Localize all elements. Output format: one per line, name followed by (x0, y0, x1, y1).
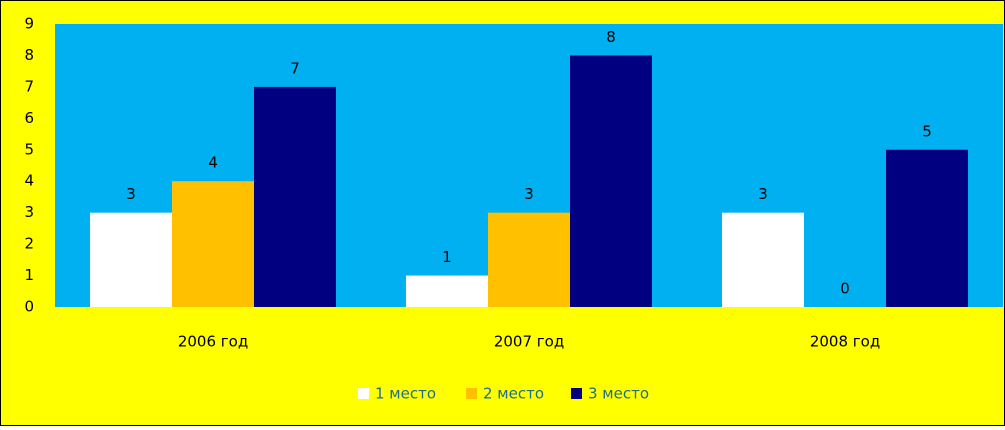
bar (886, 149, 968, 307)
x-tick-label: 2006 год (178, 333, 248, 351)
x-tick-label: 2008 год (810, 333, 880, 351)
data-label: 1 (442, 248, 452, 266)
bar (488, 212, 570, 307)
y-tick-label: 4 (24, 172, 34, 190)
y-tick-label: 2 (24, 235, 34, 253)
data-label: 3 (524, 185, 534, 203)
bar (172, 181, 254, 307)
y-tick-label: 0 (24, 298, 34, 316)
bar (90, 212, 172, 307)
legend-label: 3 место (588, 385, 649, 403)
data-label: 7 (290, 59, 300, 77)
y-tick-label: 1 (24, 266, 34, 284)
bar (722, 212, 804, 307)
legend-label: 1 место (375, 385, 436, 403)
legend-swatch (466, 388, 477, 399)
legend-swatch (571, 388, 582, 399)
y-tick-label: 7 (24, 77, 34, 95)
bar (570, 55, 652, 307)
bar (406, 275, 488, 307)
legend-label: 2 место (483, 385, 544, 403)
y-tick-label: 3 (24, 203, 34, 221)
data-label: 0 (840, 280, 850, 298)
data-label: 5 (922, 122, 932, 140)
data-label: 3 (758, 185, 768, 203)
data-label: 8 (606, 28, 616, 46)
legend-swatch (358, 388, 369, 399)
bar (254, 86, 336, 307)
y-tick-label: 5 (24, 140, 34, 158)
data-label: 4 (208, 154, 218, 172)
y-tick-label: 6 (24, 109, 34, 127)
y-tick-label: 8 (24, 46, 34, 64)
data-label: 3 (126, 185, 136, 203)
x-tick-label: 2007 год (494, 333, 564, 351)
y-tick-label: 9 (24, 15, 34, 33)
